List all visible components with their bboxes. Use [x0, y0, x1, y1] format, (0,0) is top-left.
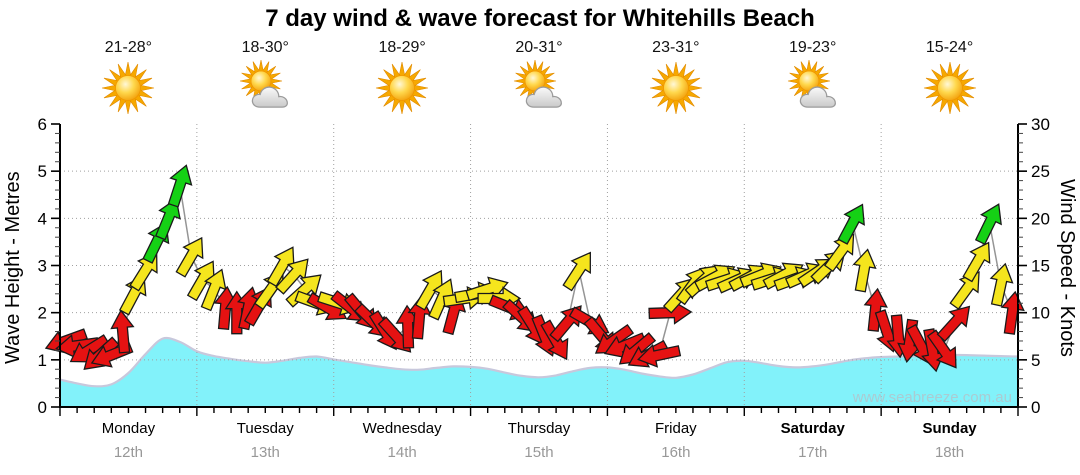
axes — [51, 123, 1027, 416]
temperature-range: 19-23° — [789, 39, 837, 56]
date-label: 14th — [387, 444, 417, 461]
wind-arrow — [863, 287, 888, 332]
partly-cloudy-icon — [511, 59, 567, 116]
date-label: 16th — [661, 444, 691, 461]
wind-arrow — [637, 343, 682, 368]
wind-arrow — [118, 274, 147, 316]
wind-arrow — [837, 203, 865, 245]
wave-axis-tick-label: 3 — [38, 257, 47, 276]
wind-arrow — [110, 309, 135, 354]
wave-axis-tick-label: 1 — [38, 351, 47, 370]
wind-arrow — [562, 251, 591, 292]
wind-arrow — [962, 241, 991, 283]
wind-speed-axis-title: Wind Speed - Knots — [1056, 179, 1078, 357]
wind-arrow — [989, 262, 1014, 307]
partly-cloudy-icon — [237, 59, 293, 116]
wave-area — [59, 336, 1019, 407]
wind-arrow — [167, 164, 193, 208]
wind-arrows — [44, 164, 1025, 373]
temperature-range: 18-29° — [378, 39, 426, 56]
date-label: 17th — [798, 444, 828, 461]
wind-arrow — [154, 197, 181, 241]
wave-axis-tick-label: 0 — [38, 398, 47, 417]
date-label: 18th — [934, 444, 965, 461]
date-label: 13th — [250, 444, 280, 461]
wind-arrow — [926, 329, 957, 369]
temperature-range: 20-31° — [515, 39, 563, 56]
wind-axis-tick-label: 5 — [1031, 351, 1040, 370]
page-title: 7 day wind & wave forecast for Whitehill… — [265, 5, 815, 32]
date-label: 15th — [524, 444, 554, 461]
wind-arrow — [974, 203, 1002, 246]
day-label: Saturday — [780, 420, 845, 437]
watermark: www.seabreeze.com.au — [852, 389, 1012, 406]
temperature-range: 18-30° — [241, 39, 289, 56]
day-label: Friday — [655, 420, 697, 437]
wind-axis-tick-label: 10 — [1031, 304, 1050, 323]
wave-axis-tick-label: 4 — [38, 209, 47, 228]
temperature-range: 21-28° — [104, 39, 153, 56]
wave-axis-tick-label: 2 — [38, 304, 47, 323]
temperature-range: 15-24° — [925, 39, 974, 56]
day-label: Monday — [101, 420, 156, 437]
wind-arrow — [936, 305, 971, 342]
sunny-icon — [648, 60, 704, 116]
sunny-icon — [922, 60, 978, 116]
wind-axis-tick-label: 15 — [1031, 257, 1050, 276]
sunny-icon — [374, 60, 430, 116]
day-label: Thursday — [507, 420, 571, 437]
wind-arrow — [540, 319, 569, 361]
wave-axis-tick-label: 5 — [38, 162, 47, 181]
day-label: Wednesday — [362, 420, 442, 437]
wind-axis-tick-label: 25 — [1031, 162, 1050, 181]
day-label: Sunday — [922, 420, 977, 437]
date-label: 12th — [113, 444, 144, 461]
wind-axis-tick-label: 20 — [1031, 209, 1050, 228]
sunny-icon — [100, 60, 156, 116]
temperature-range: 23-31° — [652, 39, 700, 56]
wind-axis-tick-label: 0 — [1031, 398, 1040, 417]
wind-arrow — [852, 248, 877, 293]
wave-axis-tick-label: 6 — [38, 115, 47, 134]
day-label: Tuesday — [236, 420, 294, 437]
wind-arrow — [175, 236, 204, 278]
wind-axis-tick-label: 30 — [1031, 115, 1050, 134]
partly-cloudy-icon — [785, 59, 841, 116]
